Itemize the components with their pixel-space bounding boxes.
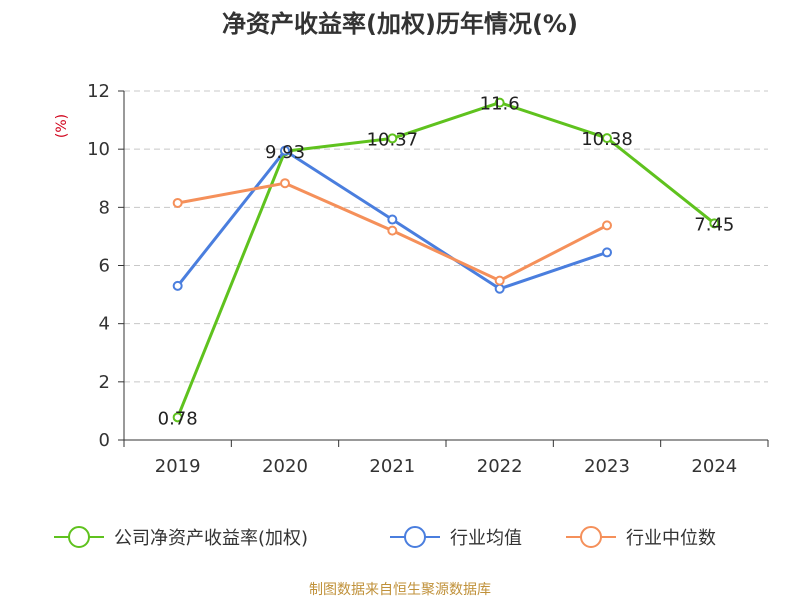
x-tick-label: 2020 bbox=[262, 456, 308, 477]
legend: 公司净资产收益率(加权) 行业均值 行业中位数 bbox=[54, 526, 716, 549]
x-tick-label: 2024 bbox=[691, 456, 737, 477]
data-label: 7.45 bbox=[694, 214, 734, 235]
x-tick-label: 2021 bbox=[369, 456, 415, 477]
legend-label: 公司净资产收益率(加权) bbox=[114, 528, 308, 549]
legend-marker bbox=[404, 526, 426, 548]
axes: 0 2 4 6 8 10 12 2019 2020 2021 2022 2023 2024 bbox=[87, 81, 769, 477]
legend-marker bbox=[580, 526, 602, 548]
data-point bbox=[387, 133, 398, 144]
data-point bbox=[494, 97, 505, 108]
data-label: 10.38 bbox=[581, 129, 633, 150]
data-label: 0.78 bbox=[158, 408, 198, 429]
y-tick-label: 6 bbox=[99, 256, 110, 277]
data-label: 11.6 bbox=[480, 94, 520, 115]
data-point bbox=[172, 412, 183, 423]
data-point bbox=[387, 214, 398, 225]
data-labels: 0.78 9.93 10.37 11.6 10.38 7.45 bbox=[158, 94, 735, 430]
y-axis-label: (%) bbox=[54, 114, 70, 138]
data-point bbox=[709, 218, 720, 229]
x-tick-label: 2022 bbox=[477, 456, 523, 477]
data-point bbox=[602, 220, 612, 231]
legend-marker bbox=[68, 526, 90, 548]
data-point bbox=[387, 225, 398, 236]
y-tick-label: 10 bbox=[87, 139, 110, 160]
data-point bbox=[172, 197, 183, 208]
data-point bbox=[172, 280, 183, 291]
y-tick-label: 2 bbox=[99, 372, 110, 393]
chart-title: 净资产收益率(加权)历年情况(%) bbox=[222, 10, 578, 38]
data-point bbox=[602, 133, 612, 144]
data-point bbox=[602, 247, 612, 258]
source-note: 制图数据来自恒生聚源数据库 bbox=[309, 582, 491, 598]
legend-label: 行业中位数 bbox=[626, 528, 716, 549]
data-label: 9.93 bbox=[265, 142, 305, 163]
y-tick-label: 8 bbox=[99, 197, 110, 218]
x-tick-label: 2023 bbox=[584, 456, 630, 477]
data-point bbox=[494, 283, 505, 294]
x-tick-label: 2019 bbox=[155, 456, 201, 477]
y-tick-label: 0 bbox=[99, 430, 110, 451]
grid-lines bbox=[124, 90, 768, 383]
data-point bbox=[280, 178, 290, 189]
series-lines bbox=[172, 97, 720, 423]
series-line-0 bbox=[176, 101, 716, 418]
y-tick-label: 12 bbox=[87, 81, 110, 102]
data-point bbox=[280, 145, 290, 156]
data-label: 10.37 bbox=[367, 129, 419, 150]
data-point bbox=[494, 275, 505, 286]
legend-label: 行业均值 bbox=[450, 528, 522, 549]
y-tick-label: 4 bbox=[99, 314, 110, 335]
